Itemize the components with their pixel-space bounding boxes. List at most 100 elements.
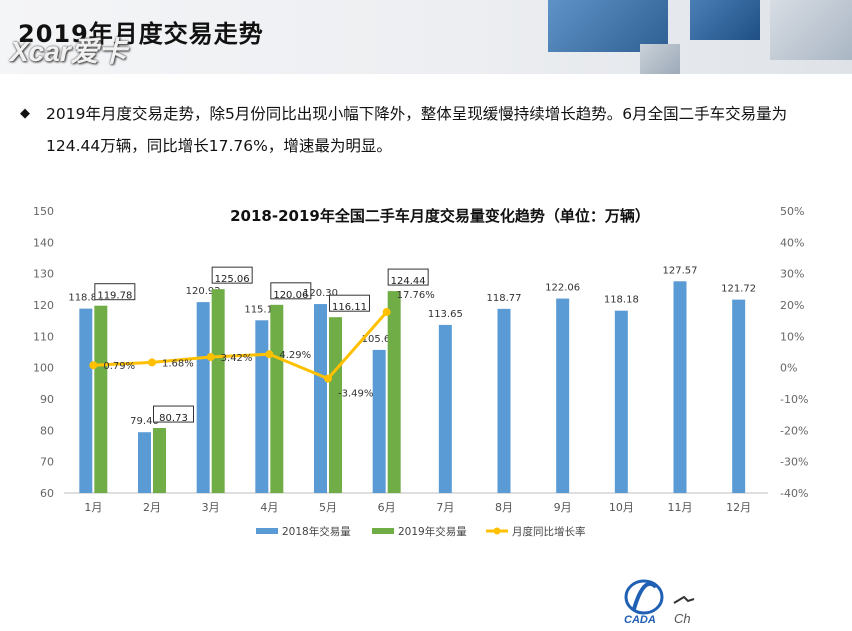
y2-tick-label: 30%: [780, 268, 804, 281]
bar-2018: [314, 304, 327, 493]
legend-label: 2019年交易量: [398, 525, 467, 538]
growth-rate-label: 4.29%: [279, 350, 311, 361]
monthly-trade-chart: 2018-2019年全国二手车月度交易量变化趋势（单位：万辆） 150 140 130…: [33, 205, 808, 538]
growth-rate-point: [206, 352, 215, 361]
y-tick-label: 130: [33, 268, 54, 281]
bar-2018-label: 79.40: [130, 416, 159, 427]
legend-label: 2018年交易量: [282, 525, 351, 538]
y2-tick-label: 20%: [780, 299, 804, 312]
bar-2018-label: 120.30: [303, 288, 338, 299]
legend-swatch: [256, 528, 278, 534]
bar-2018: [556, 298, 570, 493]
cada-logo-icon: CADA Ch: [624, 579, 695, 626]
x-tick-label: 1月: [84, 501, 102, 514]
x-tick-label: 7月: [436, 501, 454, 514]
growth-rate-label: 3.42%: [221, 353, 253, 364]
y-tick-label: 80: [40, 424, 54, 437]
bar-2019-label-box: [387, 268, 429, 286]
bar-2019: [94, 305, 108, 493]
growth-rate-label: 17.76%: [397, 290, 435, 301]
bar-2019: [270, 304, 284, 493]
y-tick-label: 140: [33, 236, 54, 249]
bar-2018: [614, 310, 628, 493]
bar-2019-label: 116.11: [332, 302, 367, 313]
y2-tick-label: 40%: [780, 236, 804, 249]
x-tick-label: 4月: [260, 501, 278, 514]
bar-2019-label-box: [329, 294, 370, 312]
bar-2019: [387, 291, 401, 493]
x-tick-label: 10月: [609, 501, 634, 514]
bar-2018-label: 118.77: [487, 293, 522, 304]
y2-tick-label: 50%: [780, 205, 804, 218]
bar-2018: [673, 281, 687, 493]
chart-title: 2018-2019年全国二手车月度交易量变化趋势（单位：万辆）: [230, 207, 650, 225]
bar-2018-label: 121.72: [721, 284, 756, 295]
y-tick-label: 150: [33, 205, 54, 218]
decorative-cube: [770, 0, 852, 60]
legend-label: 月度同比增长率: [512, 525, 586, 538]
bar-2019: [329, 317, 342, 493]
x-tick-label: 8月: [495, 501, 513, 514]
x-tick-label: 12月: [726, 501, 751, 514]
cada-logo: CADA Ch: [616, 575, 706, 631]
logo-text: CADA: [624, 614, 656, 626]
y2-tick-label: -30%: [780, 456, 808, 469]
bar-2018-label: 105.67: [362, 334, 397, 345]
growth-rate-point: [89, 361, 98, 370]
summary-text: 2019年月度交易走势，除5月份同比出现小幅下降外，整体呈现缓慢持续增长趋势。6…: [46, 105, 788, 155]
y2-tick-label: 0%: [780, 362, 797, 375]
growth-rate-label: 0.79%: [103, 361, 135, 372]
decorative-cube: [690, 0, 760, 40]
bar-2018-label: 118.18: [604, 295, 639, 306]
diamond-bullet-icon: ◆: [20, 106, 30, 121]
bar-2018-label: 122.06: [545, 283, 580, 294]
x-tick-label: 6月: [378, 501, 396, 514]
decorative-cube: [640, 44, 680, 74]
x-tick-label: 9月: [554, 501, 572, 514]
bar-2018: [255, 320, 269, 493]
y-tick-label: 120: [33, 299, 54, 312]
growth-rate-label: -3.49%: [338, 389, 373, 400]
x-tick-label: 3月: [202, 501, 220, 514]
bar-2018: [196, 302, 210, 493]
bar-2019-label: 119.78: [97, 291, 132, 302]
bar-2018-label: 115.12: [244, 304, 279, 315]
bar-2019-label-box: [153, 405, 194, 423]
legend-swatch: [372, 528, 394, 534]
bar-2018-label: 120.92: [186, 286, 221, 297]
logo-partial-text: Ch: [674, 611, 691, 626]
slide-header: 2019年月度交易走势 Xcar爱卡: [0, 0, 852, 74]
bar-2019-label: 124.44: [391, 276, 426, 287]
growth-rate-point: [148, 358, 156, 367]
y2-tick-label: -40%: [780, 487, 808, 500]
page-title: 2019年月度交易走势: [18, 20, 264, 48]
watermark-logo: Xcar爱卡: [10, 36, 127, 67]
bar-2018-label: 118.84: [68, 293, 103, 304]
bar-2019: [211, 289, 225, 493]
y2-tick-label: -10%: [780, 393, 808, 406]
y-tick-label: 60: [40, 487, 54, 500]
bar-2019-label-box: [211, 266, 253, 284]
bar-2019-label: 80.73: [159, 413, 188, 424]
y-tick-label: 90: [40, 393, 54, 406]
y2-tick-label: -20%: [780, 424, 808, 437]
bar-2019-label: 125.06: [215, 274, 250, 285]
bar-2018: [372, 349, 386, 493]
growth-rate-label: 1.68%: [162, 358, 194, 369]
bar-2018: [138, 432, 151, 493]
growth-rate-point: [382, 308, 391, 317]
decorative-cube: [548, 0, 668, 52]
legend-marker: [493, 527, 501, 535]
x-tick-label: 5月: [319, 501, 337, 514]
bar-2019-label-box: [270, 282, 312, 300]
bar-2018-label: 127.57: [663, 265, 698, 276]
y-tick-label: 100: [33, 362, 54, 375]
y2-tick-label: 10%: [780, 330, 804, 343]
bar-2018-label: 113.65: [428, 309, 463, 320]
bar-2018: [79, 308, 93, 493]
bar-2019-label: 120.06: [273, 290, 308, 301]
x-tick-label: 2月: [143, 501, 161, 514]
y-tick-label: 70: [40, 456, 54, 469]
bar-2019-label-box: [94, 283, 136, 301]
growth-rate-line: [93, 311, 388, 381]
